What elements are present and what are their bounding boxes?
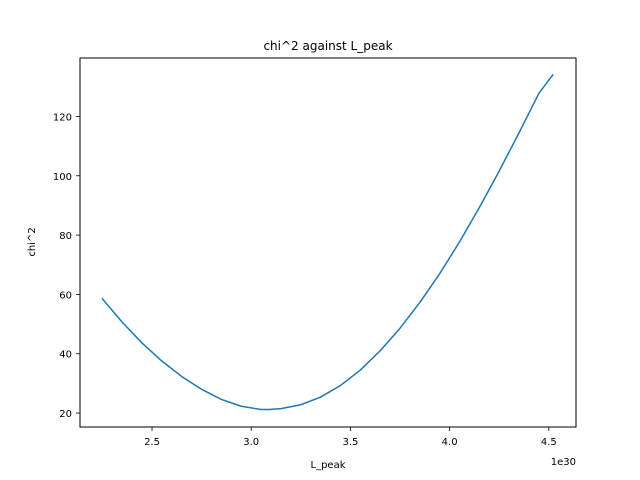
x-axis-label: L_peak (311, 460, 346, 471)
y-tick-label: 60 (59, 290, 72, 301)
y-tick-label: 80 (59, 231, 72, 242)
chart-title: chi^2 against L_peak (263, 39, 392, 53)
x-axis-offset-label: 1e30 (551, 457, 576, 468)
x-tick-label: 2.5 (144, 437, 160, 448)
y-axis-ticks: 20 40 60 80 100 120 (53, 112, 80, 420)
x-tick-label: 3.5 (342, 437, 358, 448)
y-tick-label: 40 (59, 350, 72, 361)
x-axis-ticks: 2.5 3.0 3.5 4.0 4.5 (144, 427, 557, 448)
x-tick-label: 3.0 (243, 437, 259, 448)
x-tick-label: 4.5 (541, 437, 557, 448)
plot-area (101, 73, 554, 411)
x-tick-label: 4.0 (442, 437, 458, 448)
y-tick-label: 20 (59, 409, 72, 420)
axes-frame (79, 57, 577, 428)
y-axis-label: chi^2 (27, 227, 38, 256)
y-tick-label: 100 (53, 172, 72, 183)
y-tick-label: 120 (53, 112, 72, 123)
series-line-0 (101, 73, 554, 411)
